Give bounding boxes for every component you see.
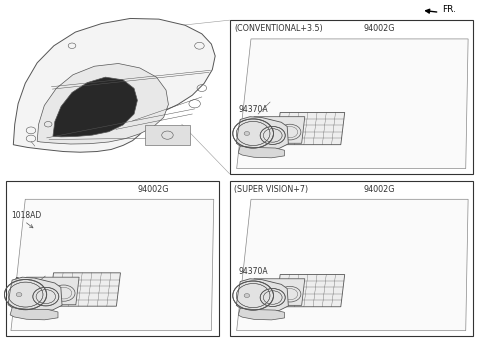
Bar [6,181,218,336]
Circle shape [262,128,270,133]
Bar [270,297,281,302]
Text: 94370A: 94370A [15,277,44,286]
Polygon shape [23,277,79,305]
Text: 94002G: 94002G [138,185,169,194]
Text: FR.: FR. [443,6,456,14]
Polygon shape [251,117,305,143]
Circle shape [16,292,22,297]
Circle shape [244,293,250,298]
Circle shape [35,289,43,294]
Polygon shape [236,117,288,149]
Polygon shape [10,308,58,320]
Polygon shape [251,279,305,305]
Text: 94370A: 94370A [238,267,268,276]
Polygon shape [236,279,288,312]
Polygon shape [13,19,215,152]
Polygon shape [37,64,168,144]
Text: 1018AD: 1018AD [11,211,41,220]
Polygon shape [8,277,62,311]
Bar [144,125,190,146]
Polygon shape [49,273,120,306]
Polygon shape [237,199,468,331]
Polygon shape [276,112,345,145]
Polygon shape [11,199,214,331]
Polygon shape [276,275,345,307]
Text: 94370A: 94370A [238,105,268,114]
Bar [229,20,473,174]
Polygon shape [238,146,285,158]
Text: (CONVENTIONAL+3.5): (CONVENTIONAL+3.5) [234,24,323,33]
Text: 94002G: 94002G [363,185,395,194]
Polygon shape [53,77,137,137]
Bar [43,296,55,301]
Text: (SUPER VISION+7): (SUPER VISION+7) [234,185,308,194]
Circle shape [244,131,250,136]
Text: 94002G: 94002G [363,24,395,33]
Bar [270,135,281,140]
Polygon shape [237,39,468,169]
Circle shape [262,290,270,295]
Bar [229,181,473,336]
Polygon shape [238,308,285,320]
